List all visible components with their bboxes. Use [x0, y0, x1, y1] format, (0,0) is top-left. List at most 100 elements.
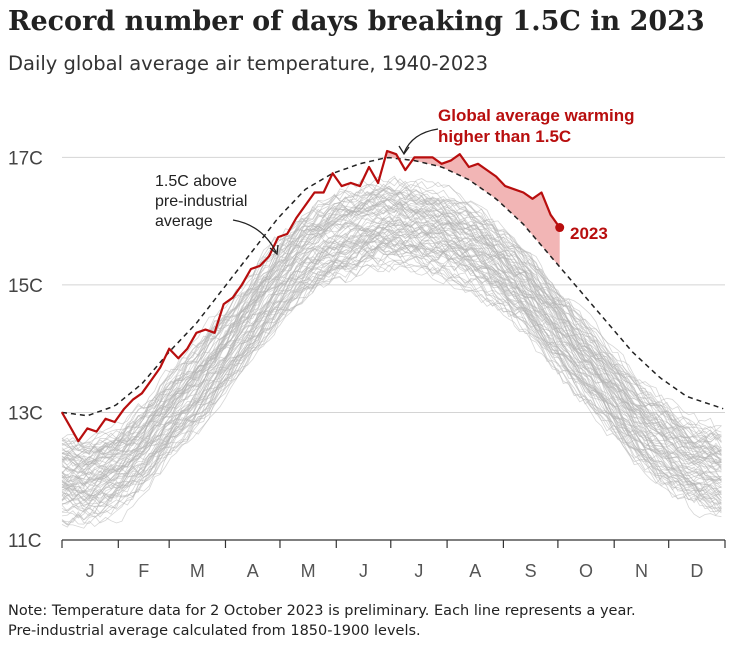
warming-annotation-arrowhead — [398, 145, 410, 156]
year-2023-point — [459, 153, 461, 155]
historical-year-lines — [61, 175, 722, 529]
footnote-line1: Note: Temperature data for 2 October 202… — [8, 603, 636, 619]
year-2023-point — [150, 379, 152, 382]
x-tick-label: J — [359, 561, 368, 581]
threshold-line — [61, 156, 724, 417]
year-2023-point — [86, 427, 89, 430]
year-2023-point — [522, 191, 525, 194]
year-2023-point — [95, 430, 98, 433]
year-2023-point — [168, 347, 170, 350]
historical-year-line — [61, 247, 722, 523]
historical-year-line — [61, 200, 722, 476]
year-2023-point — [377, 182, 379, 184]
footnote: Note: Temperature data for 2 October 202… — [8, 601, 636, 641]
year-2023-line-group — [61, 149, 565, 443]
year-2023-point — [531, 198, 534, 200]
x-tick-label: O — [579, 561, 593, 581]
year-2023-point — [395, 153, 398, 155]
year-2023-point — [77, 440, 80, 443]
historical-year-line — [61, 223, 722, 493]
year-2023-point — [204, 328, 207, 331]
year-2023-point — [113, 421, 116, 423]
year-2023-point — [549, 214, 552, 216]
year-2023-point — [268, 255, 270, 257]
year-2023-point — [259, 265, 261, 267]
x-tick-label: S — [525, 561, 537, 581]
y-tick-label: 11C — [8, 531, 41, 552]
year-2023-point — [340, 185, 343, 187]
year-2023-point — [540, 191, 543, 194]
year-2023-point — [241, 284, 243, 286]
year-2023-point — [68, 424, 71, 427]
historical-year-line — [61, 201, 722, 462]
historical-year-line — [61, 244, 722, 517]
year-2023-point — [368, 166, 370, 168]
year-2023-point — [359, 185, 361, 187]
historical-year-line — [61, 263, 722, 525]
above-threshold-area — [412, 154, 560, 267]
threshold-annotation-line2: pre-industrial — [155, 193, 247, 210]
year-2023-point — [61, 411, 63, 414]
y-tick-label: 17C — [8, 148, 43, 169]
historical-year-line — [61, 199, 722, 464]
historical-year-line — [61, 223, 722, 491]
historical-year-line — [61, 235, 722, 508]
year-2023-point — [513, 188, 516, 191]
chart-subtitle: Daily global average air temperature, 19… — [8, 52, 489, 75]
historical-year-line — [61, 211, 722, 475]
historical-year-line — [61, 198, 722, 474]
historical-year-line — [61, 239, 722, 505]
historical-year-line — [61, 184, 722, 447]
x-tick-label: A — [247, 561, 259, 581]
year-2023-point — [322, 191, 325, 194]
year-2023-point — [213, 332, 216, 334]
historical-year-line — [61, 223, 722, 485]
year-2023-point — [404, 169, 407, 171]
historical-year-line — [61, 246, 722, 519]
year-2023-point — [486, 169, 488, 171]
year-2023-point — [477, 163, 479, 165]
historical-year-line — [61, 187, 722, 468]
year-2023-point — [222, 303, 225, 305]
year-2023-point — [141, 392, 143, 395]
x-tick-label: F — [138, 561, 149, 581]
y-tick-label: 13C — [8, 403, 43, 424]
year-2023-line — [61, 149, 561, 443]
warming-annotation-arrow — [403, 128, 439, 154]
x-tick-label: D — [690, 561, 703, 581]
historical-year-line — [61, 227, 722, 492]
threshold-annotation-arrowhead — [269, 244, 279, 256]
historical-year-line — [61, 253, 722, 529]
threshold-annotation-line1: 1.5C above — [155, 173, 237, 190]
historical-year-line — [61, 181, 722, 455]
year-2023-point — [449, 159, 452, 162]
threshold-annotation-arrow — [232, 219, 277, 253]
year-2023-point — [186, 347, 189, 350]
threshold-annotation-line3: average — [155, 213, 213, 230]
historical-year-line — [61, 238, 722, 506]
historical-year-line — [61, 235, 722, 502]
warming-annotation-line1: Global average warming — [438, 106, 635, 125]
year-2023-point — [123, 408, 125, 411]
historical-year-line — [61, 223, 722, 495]
x-tick-label: M — [301, 561, 316, 581]
year-2023-point — [159, 367, 161, 369]
historical-year-line — [61, 240, 722, 509]
year-2023-point — [495, 175, 497, 178]
historical-year-line — [61, 243, 722, 512]
year-2023-point — [231, 296, 234, 299]
temperature-chart: 11C 13C 15C 17C J F M A M J J A S O N D Global average … — [8, 106, 726, 581]
year-2023-point — [386, 150, 388, 152]
historical-year-line — [61, 211, 722, 467]
end-label-2023: 2023 — [570, 224, 608, 243]
year-2023-point — [104, 418, 107, 420]
year-2023-point — [313, 191, 316, 194]
year-2023-endpoint — [555, 223, 565, 233]
chart-title: Record number of days breaking 1.5C in 2… — [8, 6, 705, 37]
year-2023-point — [440, 163, 443, 165]
year-2023-point — [277, 236, 280, 238]
year-2023-point — [250, 268, 252, 270]
x-tick-label: J — [86, 561, 95, 581]
year-2023-point — [350, 182, 352, 184]
year-2023-point — [413, 156, 416, 159]
